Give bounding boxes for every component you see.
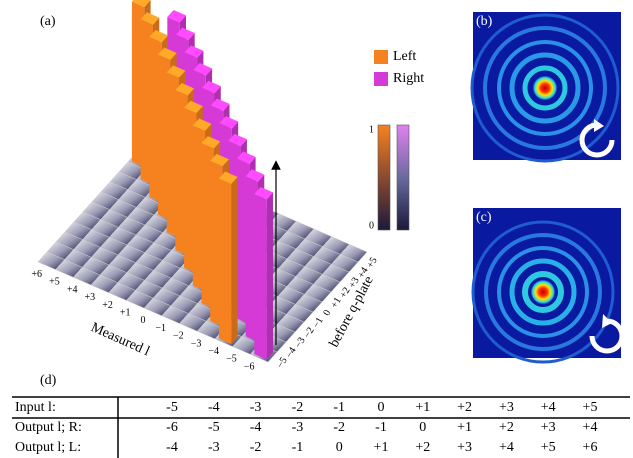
table-cell: -2 <box>292 400 304 415</box>
legend-label: Right <box>393 71 424 86</box>
legend-swatch <box>374 72 388 86</box>
table-cell: -3 <box>292 420 304 435</box>
axis-tick-label: +2 <box>102 300 113 311</box>
table-cell: 0 <box>378 400 385 415</box>
table-cell: +6 <box>583 440 598 455</box>
table-cell: 0 <box>336 440 343 455</box>
axis-tick-label: +1 <box>120 308 131 319</box>
axis-tick-label: −6 <box>244 361 255 372</box>
table-cell: -1 <box>333 400 345 415</box>
axis-tick-label: +4 <box>67 284 78 295</box>
legend-label: Left <box>393 49 416 64</box>
colorbar-tick: 0 <box>369 220 374 231</box>
axis-tick-label: +5 <box>49 277 60 288</box>
table-cell: +3 <box>457 440 472 455</box>
table-cell: +1 <box>415 400 430 415</box>
axis-tick-label: −1 <box>155 323 166 334</box>
beam-image-c: (c) <box>473 208 622 362</box>
bar-face <box>254 194 266 359</box>
table-cell: -2 <box>333 420 345 435</box>
table-cell: +3 <box>541 420 556 435</box>
bar-face <box>231 177 237 344</box>
table-cell: -1 <box>375 420 387 435</box>
row-label: Input l: <box>15 400 56 415</box>
axis-tick-label: −5 <box>226 354 237 365</box>
row-label: Output l; R: <box>15 420 82 435</box>
table-cell: +5 <box>583 400 598 415</box>
table-cell: -4 <box>166 440 178 455</box>
colorbar-tick: 1 <box>369 124 374 135</box>
table-cell: -1 <box>292 440 304 455</box>
table-cell: +1 <box>374 440 389 455</box>
table-cell: -3 <box>250 400 262 415</box>
axis-tick-label: 0 <box>321 308 333 318</box>
table-cell: +4 <box>541 400 556 415</box>
beam-image-b: (b) <box>472 12 621 161</box>
axis-tick-label: −2 <box>173 331 184 342</box>
table-cell: +4 <box>583 420 598 435</box>
table-cell: -4 <box>250 420 262 435</box>
axis-tick-label: +3 <box>85 292 96 303</box>
row-label: Output l; L: <box>15 440 81 455</box>
colorbar-right <box>397 125 409 230</box>
axis-tick-label: +6 <box>31 269 42 280</box>
table-cell: +1 <box>457 420 472 435</box>
table-cell: +2 <box>457 400 472 415</box>
axis-tick-label: 0 <box>140 315 145 326</box>
table-cell: -2 <box>250 440 262 455</box>
axis-tick-label: −1 <box>311 316 326 331</box>
axis-tick-label: −3 <box>191 338 202 349</box>
legend: Left Right <box>374 49 424 86</box>
panel-label: (a) <box>40 14 56 29</box>
table-cell: -3 <box>208 440 220 455</box>
axis-tick-label: +5 <box>365 256 380 271</box>
panel-label: (c) <box>476 210 492 225</box>
table-cell: +2 <box>499 420 514 435</box>
table-cell: +4 <box>499 440 514 455</box>
table: Input l: -5 -4 -3 -2 -1 0 +1 +2 +3 +4 +5 Output l; R… <box>15 400 597 455</box>
table-cell: -6 <box>166 420 178 435</box>
axis-tick-label: −4 <box>208 346 219 357</box>
bar-face <box>267 192 273 359</box>
legend-swatch <box>374 50 388 64</box>
table-cell: +2 <box>415 440 430 455</box>
table-cell: -5 <box>166 400 178 415</box>
figure: (a) +6+5+4+3+2+10−1−2−3−4−5−6−5−4−3−2−10… <box>0 0 633 458</box>
table-cell: +5 <box>541 440 556 455</box>
colorbar-left <box>378 125 390 230</box>
bar-3d-plot: +6+5+4+3+2+10−1−2−3−4−5−6−5−4−3−2−10+1+2… <box>31 0 379 372</box>
table-cell: -4 <box>208 400 220 415</box>
table-cell: -5 <box>208 420 220 435</box>
bar-face <box>219 179 231 344</box>
panel-label: (b) <box>476 14 493 29</box>
panel-label: (d) <box>40 373 57 388</box>
table-cell: +3 <box>499 400 514 415</box>
table-cell: 0 <box>419 420 426 435</box>
